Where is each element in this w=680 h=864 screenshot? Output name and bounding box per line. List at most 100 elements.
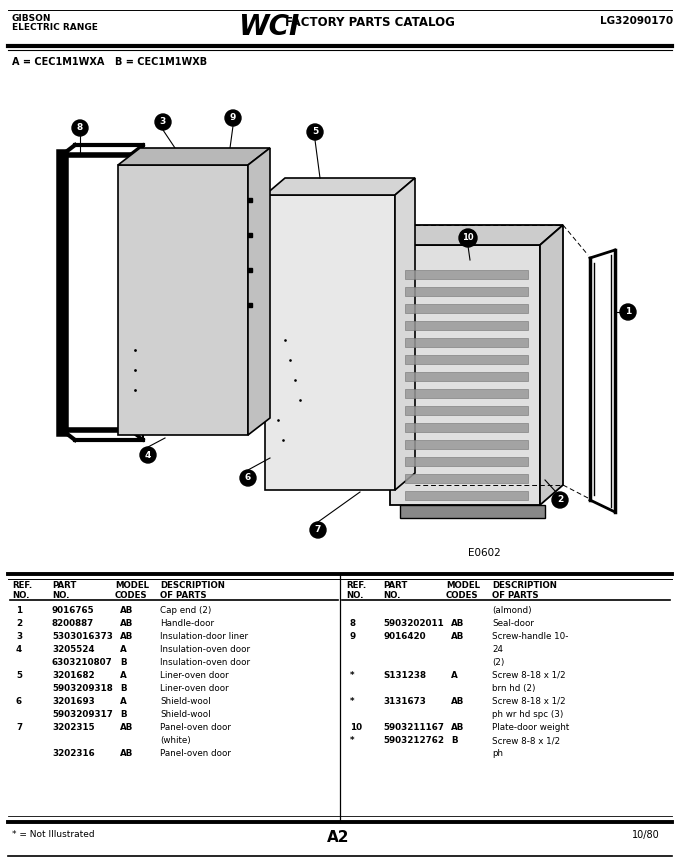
Text: A2: A2 bbox=[327, 830, 350, 845]
Text: 6: 6 bbox=[245, 473, 251, 482]
Circle shape bbox=[459, 229, 477, 247]
Text: 2: 2 bbox=[557, 495, 563, 505]
Text: 5903212762: 5903212762 bbox=[383, 736, 444, 745]
Text: AB: AB bbox=[120, 632, 133, 641]
Text: 5: 5 bbox=[312, 128, 318, 137]
Text: 3201682: 3201682 bbox=[52, 671, 95, 680]
Text: AB: AB bbox=[451, 619, 464, 628]
Text: AB: AB bbox=[120, 619, 133, 628]
Text: 4: 4 bbox=[16, 645, 22, 654]
Text: 5903209317: 5903209317 bbox=[52, 710, 113, 719]
Text: 1: 1 bbox=[625, 308, 631, 316]
Text: 3131673: 3131673 bbox=[383, 697, 426, 706]
Polygon shape bbox=[405, 423, 528, 432]
Text: 9016420: 9016420 bbox=[383, 632, 426, 641]
Text: Screw 8-8 x 1/2: Screw 8-8 x 1/2 bbox=[492, 736, 560, 745]
Text: (2): (2) bbox=[492, 658, 505, 667]
Polygon shape bbox=[405, 270, 528, 279]
Text: 10/80: 10/80 bbox=[632, 830, 660, 840]
Text: Screw 8-18 x 1/2: Screw 8-18 x 1/2 bbox=[492, 671, 566, 680]
Text: AB: AB bbox=[451, 632, 464, 641]
Text: B: B bbox=[120, 684, 126, 693]
Text: PART
NO.: PART NO. bbox=[52, 581, 76, 600]
Text: 9016765: 9016765 bbox=[52, 606, 95, 615]
Text: 6: 6 bbox=[16, 697, 22, 706]
Text: * = Not Illustrated: * = Not Illustrated bbox=[12, 830, 95, 839]
Text: Screw-handle 10-: Screw-handle 10- bbox=[492, 632, 568, 641]
Text: Cap end (2): Cap end (2) bbox=[160, 606, 211, 615]
Text: Screw 8-18 x 1/2: Screw 8-18 x 1/2 bbox=[492, 697, 566, 706]
Text: Shield-wool: Shield-wool bbox=[160, 697, 211, 706]
Text: Insulation-oven door: Insulation-oven door bbox=[160, 658, 250, 667]
Text: Liner-oven door: Liner-oven door bbox=[160, 671, 228, 680]
Text: (white): (white) bbox=[160, 736, 191, 745]
Polygon shape bbox=[405, 321, 528, 330]
Text: 10: 10 bbox=[350, 723, 362, 732]
Text: GIBSON: GIBSON bbox=[12, 14, 52, 23]
Text: AB: AB bbox=[451, 723, 464, 732]
Polygon shape bbox=[265, 195, 395, 490]
Text: A = CEC1M1WXA: A = CEC1M1WXA bbox=[12, 57, 104, 67]
Text: B = CEC1M1WXB: B = CEC1M1WXB bbox=[115, 57, 207, 67]
Polygon shape bbox=[248, 148, 270, 435]
Text: 7: 7 bbox=[315, 525, 321, 535]
Text: 5: 5 bbox=[16, 671, 22, 680]
Text: LG32090170: LG32090170 bbox=[600, 16, 673, 26]
Text: B: B bbox=[120, 658, 126, 667]
Polygon shape bbox=[118, 148, 270, 165]
Text: B: B bbox=[451, 736, 458, 745]
Text: AB: AB bbox=[120, 749, 133, 758]
Text: 1: 1 bbox=[16, 606, 22, 615]
Circle shape bbox=[240, 470, 256, 486]
Polygon shape bbox=[265, 178, 415, 195]
Text: DESCRIPTION
OF PARTS: DESCRIPTION OF PARTS bbox=[492, 581, 557, 600]
Text: ph wr hd spc (3): ph wr hd spc (3) bbox=[492, 710, 563, 719]
Text: REF.
NO.: REF. NO. bbox=[12, 581, 32, 600]
Polygon shape bbox=[540, 225, 563, 505]
Text: 6303210807: 6303210807 bbox=[52, 658, 113, 667]
Circle shape bbox=[620, 304, 636, 320]
Text: 7: 7 bbox=[16, 723, 22, 732]
Circle shape bbox=[155, 114, 171, 130]
Circle shape bbox=[310, 522, 326, 538]
Polygon shape bbox=[405, 440, 528, 449]
Text: 8: 8 bbox=[350, 619, 356, 628]
Text: 5903209318: 5903209318 bbox=[52, 684, 113, 693]
Text: 3202316: 3202316 bbox=[52, 749, 95, 758]
Text: Plate-door weight: Plate-door weight bbox=[492, 723, 569, 732]
Text: 24: 24 bbox=[492, 645, 503, 654]
Text: A: A bbox=[120, 697, 126, 706]
Text: 3202315: 3202315 bbox=[52, 723, 95, 732]
Polygon shape bbox=[395, 178, 415, 490]
Text: Handle-door: Handle-door bbox=[160, 619, 214, 628]
Text: B: B bbox=[120, 710, 126, 719]
Text: 3: 3 bbox=[16, 632, 22, 641]
Polygon shape bbox=[405, 304, 528, 313]
Polygon shape bbox=[390, 225, 563, 245]
Text: Seal-door: Seal-door bbox=[492, 619, 534, 628]
Text: 9: 9 bbox=[230, 113, 236, 123]
Text: Insulation-door liner: Insulation-door liner bbox=[160, 632, 248, 641]
Polygon shape bbox=[405, 338, 528, 347]
Polygon shape bbox=[118, 165, 248, 435]
Text: Panel-oven door: Panel-oven door bbox=[160, 723, 231, 732]
Text: A: A bbox=[451, 671, 458, 680]
Polygon shape bbox=[405, 491, 528, 500]
Text: 3205524: 3205524 bbox=[52, 645, 95, 654]
Text: ELECTRIC RANGE: ELECTRIC RANGE bbox=[12, 23, 98, 32]
Polygon shape bbox=[405, 457, 528, 466]
Polygon shape bbox=[405, 287, 528, 296]
Text: MODEL
CODES: MODEL CODES bbox=[115, 581, 149, 600]
Text: PART
NO.: PART NO. bbox=[383, 581, 407, 600]
Polygon shape bbox=[400, 505, 545, 518]
Text: FACTORY PARTS CATALOG: FACTORY PARTS CATALOG bbox=[285, 16, 455, 29]
Text: Liner-oven door: Liner-oven door bbox=[160, 684, 228, 693]
Text: Shield-wool: Shield-wool bbox=[160, 710, 211, 719]
Text: DESCRIPTION
OF PARTS: DESCRIPTION OF PARTS bbox=[160, 581, 225, 600]
Text: (almond): (almond) bbox=[492, 606, 532, 615]
Circle shape bbox=[307, 124, 323, 140]
Text: 4: 4 bbox=[145, 450, 151, 460]
Circle shape bbox=[140, 447, 156, 463]
Text: 3201693: 3201693 bbox=[52, 697, 95, 706]
Text: A: A bbox=[120, 671, 126, 680]
